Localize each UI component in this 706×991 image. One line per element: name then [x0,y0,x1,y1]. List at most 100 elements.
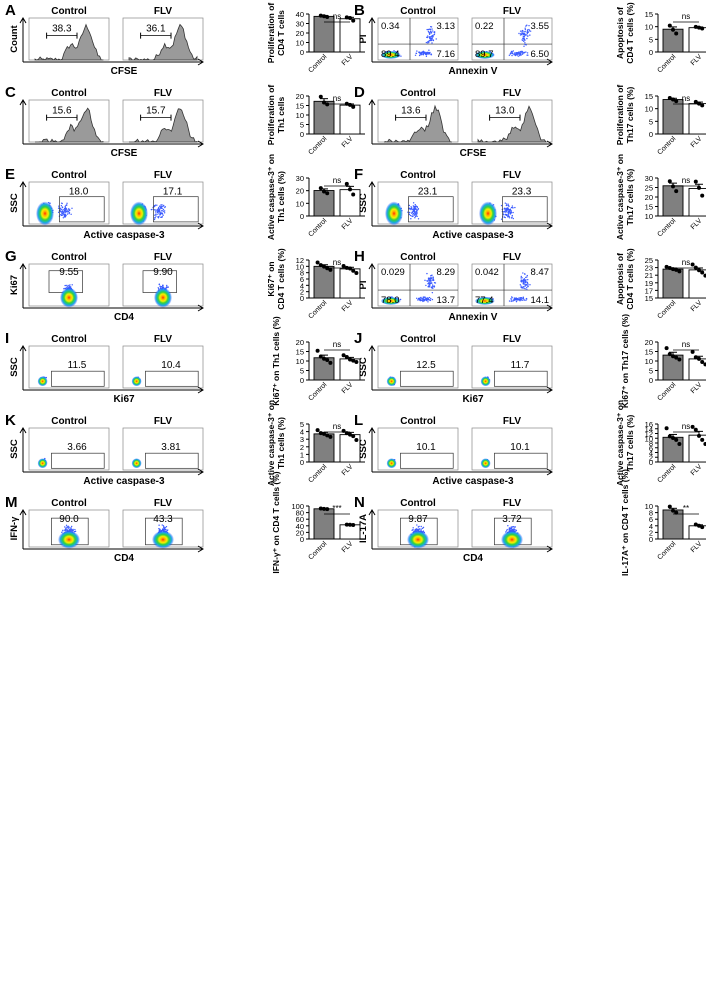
data-point [348,266,352,271]
y-tick-label: 10 [296,39,304,48]
control-label: Control [51,498,87,509]
y-tick-label: 30 [296,174,304,183]
event-dot [509,213,512,215]
bar [662,28,684,53]
panel-letter: N [354,494,365,511]
gate-value: 18.0 [69,187,89,198]
x-tick-label: FLV [690,463,704,477]
significance-label: ns [682,12,690,21]
event-dot [429,30,432,33]
y-tick-label: 30 [645,174,653,183]
dense-population [479,201,497,226]
x-tick-label: Control [656,217,677,238]
event-dot [159,212,162,215]
x-arrowhead [197,304,204,312]
event-dot [428,36,430,38]
y-tick-label: 0 [300,130,304,139]
event-dot [526,281,529,284]
data-point [703,362,706,367]
y-tick-label: 0 [300,294,304,303]
event-dot [156,211,158,213]
bar-y-title: CD4 T cells (%) [625,248,635,310]
y-tick-label: 4 [649,449,653,458]
event-dot [505,207,507,210]
event-dot [523,45,525,47]
event-dot [161,216,163,219]
y-axis-title: SSC [9,357,20,377]
event-dot [158,213,160,215]
event-dot [526,30,529,32]
gate-value: 12.5 [416,360,436,371]
data-point [667,179,672,184]
event-dot [410,208,412,211]
y-tick-label: 2 [649,453,653,462]
event-dot [158,528,160,530]
data-point [693,427,698,432]
event-dot [511,52,514,55]
gate-value: 15.6 [52,106,72,117]
y-tick-label: 15 [296,102,304,111]
event-dot [507,210,509,213]
event-dot [416,206,419,208]
event-dot [70,529,73,531]
event-dot [420,51,423,54]
event-dot [509,210,511,213]
data-point [328,434,333,439]
event-dot [513,297,516,299]
bar-y-title: Active caspase-3⁺ on [266,400,276,486]
x-arrowhead [197,58,204,66]
gate-value: 90.0 [59,514,79,525]
data-point [322,431,326,436]
data-point [667,352,672,357]
event-dot [509,208,512,210]
event-dot [505,210,507,212]
event-dot [61,206,64,208]
flow-plot: 9.90 [122,263,204,308]
y-tick-label: 10 [296,199,304,208]
y-axis-title: SSC [9,439,20,459]
y-tick-label: 8 [300,269,304,278]
x-arrowhead [197,222,204,230]
y-tick-label: 2 [300,443,304,452]
event-dot [414,205,417,208]
bar [662,99,684,135]
event-dot [430,297,432,300]
data-point [690,424,695,429]
event-dot [71,207,73,209]
control-label: Control [51,334,87,345]
gate-box [400,370,454,387]
event-dot [431,36,434,38]
event-dot [510,50,513,53]
data-point [348,187,352,192]
x-arrowhead [197,140,204,148]
data-point [328,267,333,272]
event-dot [427,29,429,31]
event-dot [157,210,160,212]
event-dot [528,28,530,31]
event-dot [523,36,525,38]
bar [688,27,706,53]
event-dot [62,217,65,219]
event-dot [524,285,526,287]
event-dot [521,39,524,42]
event-dot [526,31,528,34]
event-dot [416,297,418,299]
x-tick-label: Control [656,381,677,402]
event-dot [526,276,528,278]
data-point [354,359,359,364]
dense-population [58,530,80,549]
panel-n: N Control9.87FLV3.72IL-17ACD40246810IL-17… [354,469,706,576]
event-dot [62,214,64,216]
y-arrowhead [368,263,376,270]
y-tick-label: 5 [649,35,653,44]
bar-y-title: Proliferation of [266,3,276,64]
event-dot [423,296,426,298]
gate-box [502,196,548,223]
event-dot [60,214,63,216]
event-dot [504,208,506,210]
event-dot [167,286,169,288]
significance-label: ns [682,94,690,103]
